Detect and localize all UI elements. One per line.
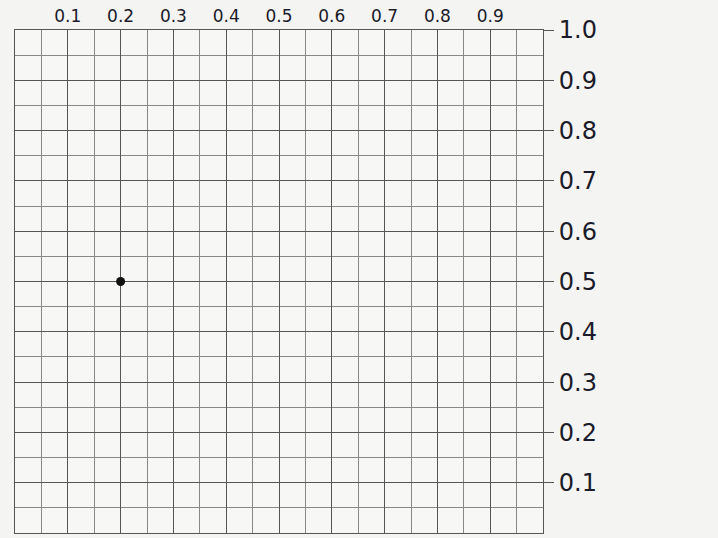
svg-text:0.9: 0.9: [477, 6, 504, 26]
svg-text:0.9: 0.9: [559, 67, 597, 95]
svg-text:0.4: 0.4: [559, 318, 597, 346]
svg-text:0.2: 0.2: [107, 6, 134, 26]
svg-text:0.1: 0.1: [559, 469, 597, 497]
svg-text:1.0: 1.0: [559, 16, 597, 44]
svg-text:0.3: 0.3: [559, 369, 597, 397]
svg-text:0.2: 0.2: [559, 419, 597, 447]
svg-text:0.3: 0.3: [160, 6, 187, 26]
svg-text:0.7: 0.7: [371, 6, 398, 26]
svg-text:0.4: 0.4: [213, 6, 240, 26]
svg-text:0.8: 0.8: [424, 6, 451, 26]
svg-text:0.7: 0.7: [559, 167, 597, 195]
svg-text:0.1: 0.1: [54, 6, 81, 26]
svg-text:0.8: 0.8: [559, 117, 597, 145]
svg-text:0.6: 0.6: [559, 218, 597, 246]
svg-text:0.6: 0.6: [318, 6, 345, 26]
svg-text:0.5: 0.5: [265, 6, 292, 26]
svg-text:0.5: 0.5: [559, 268, 597, 296]
